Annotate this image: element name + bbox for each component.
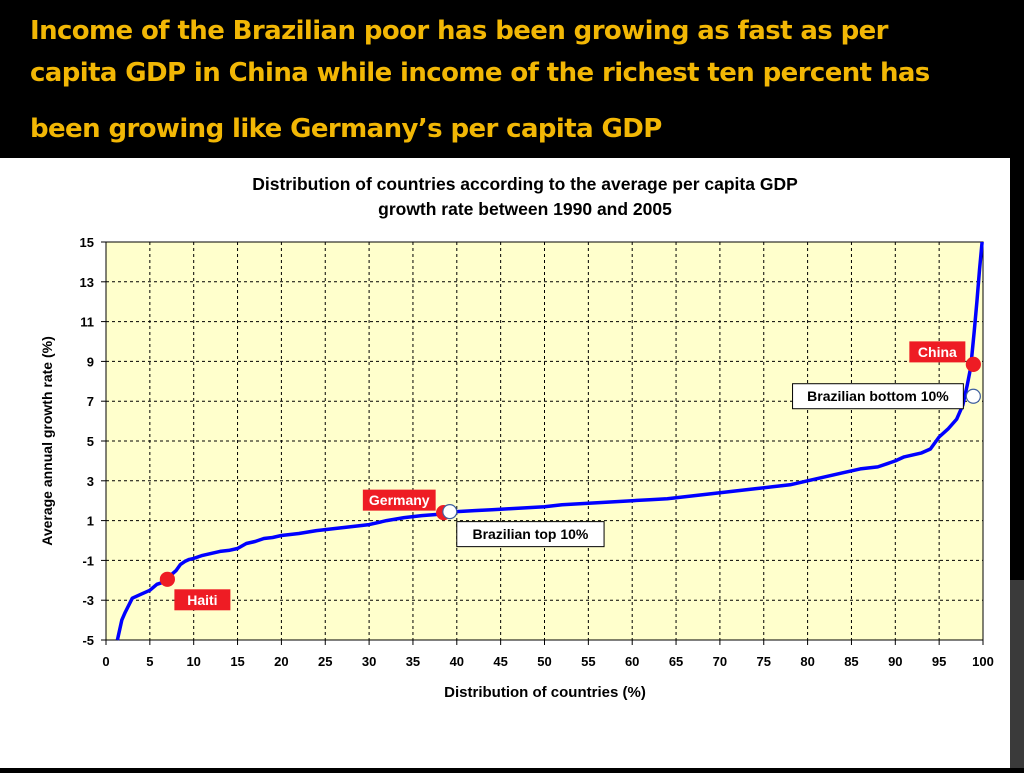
x-tick-label: 55 (581, 654, 595, 669)
x-axis: 0 5 10 15 20 25 30 35 40 45 50 55 60 65 70 75 80 85 90 95 10… (102, 640, 994, 669)
x-tick-label: 25 (318, 654, 332, 669)
label-text: China (918, 344, 957, 360)
x-tick-label: 30 (362, 654, 376, 669)
chart: Distribution of countries according to t… (39, 174, 994, 701)
label-text: Germany (369, 492, 430, 508)
x-tick-label: 0 (102, 654, 109, 669)
chart-panel: Distribution of countries according to t… (0, 158, 1010, 768)
chart-title-line-2: growth rate between 1990 and 2005 (378, 199, 672, 219)
y-tick-label: 5 (87, 434, 94, 449)
annotation-haiti: Haiti (159, 571, 231, 611)
label-text: Brazilian top 10% (472, 526, 588, 542)
x-tick-label: 45 (493, 654, 507, 669)
x-tick-label: 10 (186, 654, 200, 669)
y-tick-label: 13 (80, 275, 94, 290)
x-tick-label: 90 (888, 654, 902, 669)
x-tick-label: 80 (800, 654, 814, 669)
annotation-brazilian-top-10: Brazilian top 10% (442, 504, 605, 548)
y-tick-label: 1 (87, 514, 94, 529)
label-text: Brazilian bottom 10% (807, 388, 949, 404)
x-tick-label: 20 (274, 654, 288, 669)
x-tick-label: 70 (713, 654, 727, 669)
x-tick-label: 50 (537, 654, 551, 669)
y-axis-label: Average annual growth rate (%) (39, 336, 55, 546)
x-tick-label: 65 (669, 654, 683, 669)
annotations: China Brazilian bottom 10% Germany Brazilia… (159, 341, 981, 611)
y-tick-label: 11 (80, 315, 94, 330)
x-tick-label: 85 (844, 654, 858, 669)
y-tick-label: -1 (82, 553, 94, 568)
y-tick-label: 9 (87, 354, 94, 369)
y-tick-label: 7 (87, 394, 94, 409)
label-box (456, 521, 605, 548)
slide-edge-dark (1010, 158, 1024, 576)
y-tick-label: 15 (80, 235, 94, 250)
y-tick-label: -3 (82, 593, 94, 608)
x-tick-label: 75 (757, 654, 771, 669)
label-box (362, 489, 436, 511)
annotation-china: China (909, 341, 981, 372)
marker-china (965, 356, 981, 372)
x-tick-label: 35 (406, 654, 420, 669)
label-box (909, 341, 966, 363)
label-box (792, 383, 964, 410)
marker-brazilian-top-10 (442, 504, 458, 520)
x-tick-label: 60 (625, 654, 639, 669)
x-tick-label: 100 (972, 654, 994, 669)
x-tick-label: 95 (932, 654, 946, 669)
slide-title-line-2: capita GDP in China while income of the … (30, 58, 930, 88)
slide-title-line-3: been growing like Germany’s per capita G… (30, 114, 662, 144)
y-tick-label: -5 (82, 633, 94, 648)
x-axis-label: Distribution of countries (%) (444, 684, 646, 701)
growth-curve (115, 241, 984, 641)
annotation-brazilian-bottom-10: Brazilian bottom 10% (792, 383, 981, 410)
label-box (174, 589, 231, 611)
x-tick-label: 15 (230, 654, 244, 669)
marker-brazilian-bottom-10 (965, 388, 981, 404)
chart-title-line-1: Distribution of countries according to t… (252, 174, 798, 194)
grid (106, 242, 983, 640)
y-tick-label: 3 (87, 474, 94, 489)
x-tick-label: 40 (450, 654, 464, 669)
slide-title-line-1: Income of the Brazilian poor has been gr… (30, 16, 889, 46)
label-text: Haiti (187, 592, 217, 608)
annotation-germany: Germany (362, 489, 452, 521)
marker-haiti (159, 571, 175, 587)
slide-edge-grey (1010, 580, 1024, 768)
x-tick-label: 5 (146, 654, 153, 669)
